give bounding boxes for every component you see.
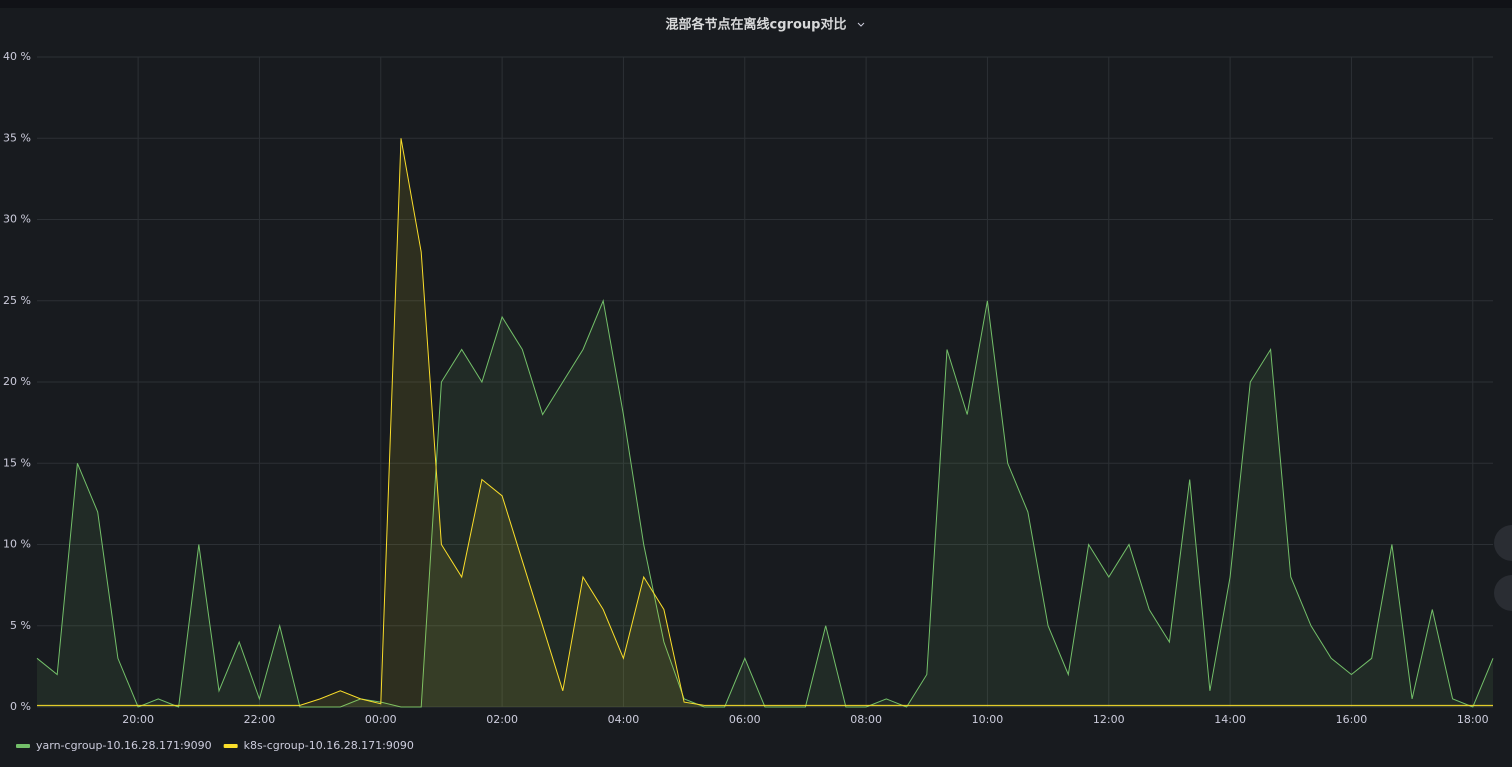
side-widget[interactable]	[1494, 575, 1512, 611]
series-area	[37, 300, 1493, 707]
title-caret[interactable]	[857, 22, 865, 27]
legend-swatch	[16, 744, 30, 748]
x-tick-label: 08:00	[850, 713, 882, 726]
y-tick-label: 20 %	[3, 375, 31, 388]
y-tick-label: 10 %	[3, 538, 31, 551]
y-tick-label: 0 %	[10, 700, 31, 713]
x-tick-label: 20:00	[122, 713, 154, 726]
x-tick-label: 12:00	[1093, 713, 1125, 726]
x-tick-label: 00:00	[365, 713, 397, 726]
x-tick-label: 02:00	[486, 713, 518, 726]
y-tick-label: 40 %	[3, 50, 31, 63]
y-tick-label: 15 %	[3, 456, 31, 469]
legend-label[interactable]: yarn-cgroup-10.16.28.171:9090	[36, 739, 212, 752]
x-tick-label: 16:00	[1336, 713, 1368, 726]
series-area	[37, 138, 1493, 708]
x-tick-label: 06:00	[729, 713, 761, 726]
top-bar	[0, 0, 1512, 8]
x-tick-label: 04:00	[608, 713, 640, 726]
y-tick-label: 35 %	[3, 131, 31, 144]
legend-label[interactable]: k8s-cgroup-10.16.28.171:9090	[244, 739, 414, 752]
x-tick-label: 10:00	[972, 713, 1004, 726]
y-tick-label: 5 %	[10, 619, 31, 632]
chart-title[interactable]: 混部各节点在离线cgroup对比	[666, 17, 847, 33]
x-tick-label: 22:00	[244, 713, 276, 726]
x-tick-label: 14:00	[1214, 713, 1246, 726]
y-tick-label: 25 %	[3, 294, 31, 307]
y-tick-label: 30 %	[3, 213, 31, 226]
x-tick-label: 18:00	[1457, 713, 1489, 726]
side-widget[interactable]	[1494, 525, 1512, 561]
legend-swatch	[223, 744, 238, 748]
series-line	[37, 138, 1493, 706]
series-line	[36, 299, 1494, 708]
